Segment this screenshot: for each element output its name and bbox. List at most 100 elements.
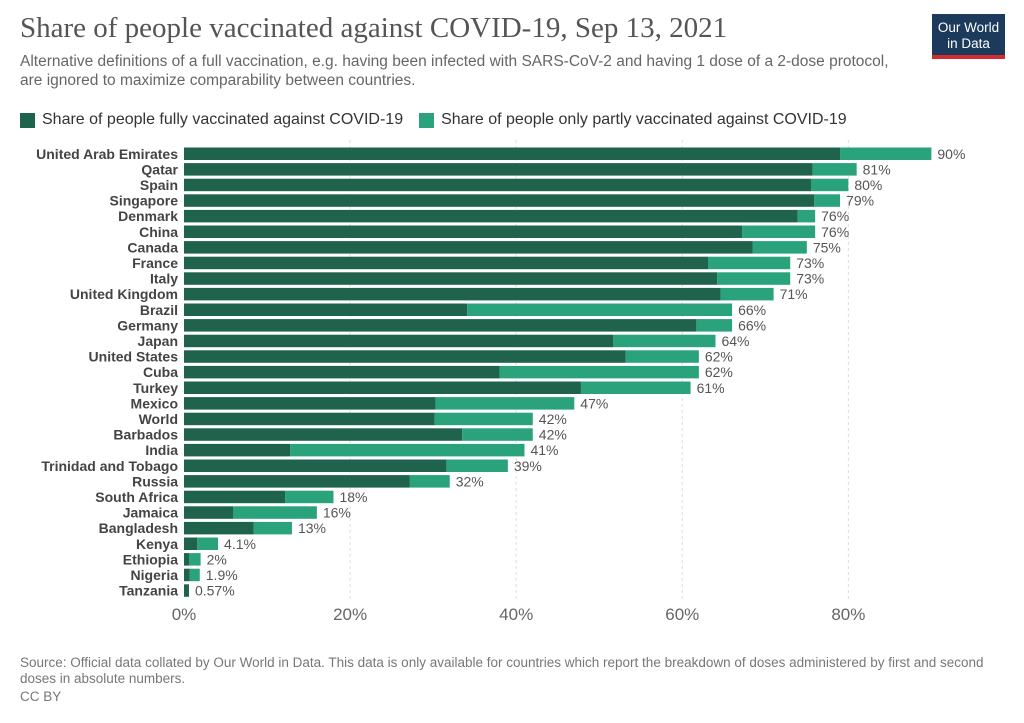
labels: United Arab Emirates 90% Qatar 81% Spain 80% S… bbox=[36, 146, 965, 599]
category-label: Bangladesh bbox=[99, 520, 178, 536]
category-label: Jamaica bbox=[123, 505, 178, 521]
category-label: United Kingdom bbox=[70, 286, 178, 302]
bar-fully bbox=[184, 397, 436, 410]
category-label: Trinidad and Tobago bbox=[41, 458, 178, 474]
value-label: 62% bbox=[705, 364, 733, 380]
bar-partly bbox=[812, 163, 857, 176]
bar-partly bbox=[434, 412, 533, 426]
bar-partly bbox=[840, 147, 932, 160]
bar-fully bbox=[184, 443, 291, 457]
bar-fully bbox=[184, 506, 233, 519]
category-label: Germany bbox=[117, 317, 178, 333]
bar-fully bbox=[184, 163, 813, 176]
legend-swatch-partly bbox=[419, 112, 435, 128]
bar-fully bbox=[184, 381, 581, 394]
category-label: Spain bbox=[140, 177, 178, 193]
value-label: 73% bbox=[796, 255, 824, 271]
category-label: Tanzania bbox=[119, 583, 178, 599]
bar-partly bbox=[810, 178, 849, 192]
value-label: 41% bbox=[530, 442, 558, 458]
bar-partly bbox=[197, 537, 219, 550]
category-label: Singapore bbox=[110, 193, 179, 209]
value-label: 32% bbox=[456, 473, 484, 489]
category-label: World bbox=[139, 411, 178, 427]
bar-partly bbox=[720, 287, 774, 301]
bar-partly bbox=[446, 459, 508, 472]
category-label: Italy bbox=[150, 271, 178, 287]
value-label: 47% bbox=[580, 395, 608, 411]
x-tick-label: 20% bbox=[333, 605, 367, 624]
value-label: 0.57% bbox=[195, 583, 235, 599]
x-tick-label: 60% bbox=[665, 605, 699, 624]
value-label: 2% bbox=[207, 551, 227, 567]
category-label: Russia bbox=[132, 473, 178, 489]
value-label: 71% bbox=[780, 286, 808, 302]
bars bbox=[184, 147, 932, 597]
bar-fully bbox=[184, 241, 753, 254]
chart-title: Share of people vaccinated against COVID… bbox=[20, 12, 728, 44]
bar-fully bbox=[184, 350, 626, 363]
bar-partly bbox=[467, 303, 733, 316]
bar-partly bbox=[625, 350, 699, 363]
chart-subtitle: Alternative definitions of a full vaccin… bbox=[20, 53, 889, 89]
bar-partly bbox=[253, 521, 292, 535]
value-label: 66% bbox=[738, 317, 766, 333]
bar-fully bbox=[184, 209, 798, 223]
value-label: 75% bbox=[813, 239, 841, 255]
category-label: Canada bbox=[127, 239, 178, 255]
bar-partly bbox=[462, 428, 533, 441]
bar-fully bbox=[184, 365, 500, 379]
value-label: 76% bbox=[821, 208, 849, 224]
value-label: 80% bbox=[854, 177, 882, 193]
x-tick-label: 0% bbox=[172, 605, 197, 624]
chart-legend: Share of people fully vaccinated against… bbox=[20, 109, 863, 131]
bar-partly bbox=[580, 381, 691, 394]
bar-partly bbox=[814, 194, 841, 207]
value-label: 79% bbox=[846, 193, 874, 209]
bar-fully bbox=[184, 475, 410, 488]
category-label: China bbox=[139, 224, 178, 240]
legend-item-fully[interactable]: Share of people fully vaccinated against… bbox=[20, 111, 403, 129]
category-label: Ethiopia bbox=[123, 551, 178, 567]
value-label: 16% bbox=[323, 505, 351, 521]
logo-line-1: Our World bbox=[937, 20, 1000, 35]
category-label: Kenya bbox=[136, 536, 178, 552]
bar-fully bbox=[184, 319, 697, 332]
value-label: 18% bbox=[339, 489, 367, 505]
legend-swatch-fully bbox=[20, 112, 35, 128]
owid-logo[interactable]: Our World in Data bbox=[932, 14, 1005, 59]
bar-fully bbox=[184, 412, 435, 426]
license-link[interactable]: CC BY bbox=[20, 689, 62, 704]
bar-fully bbox=[184, 303, 468, 316]
bar-partly bbox=[290, 443, 525, 457]
bar-partly bbox=[797, 209, 816, 223]
logo-line-2: in Data bbox=[947, 36, 990, 51]
value-label: 42% bbox=[539, 427, 567, 443]
category-label: Brazil bbox=[140, 302, 178, 318]
x-tick-label: 80% bbox=[831, 605, 865, 624]
legend-item-partly[interactable]: Share of people only partly vaccinated a… bbox=[419, 111, 847, 129]
bar-chart: 0% 20% 40% 60% 80% United Arab Emirates 90% Qa… bbox=[36, 140, 965, 624]
bar-fully bbox=[184, 584, 189, 597]
bar-fully bbox=[184, 428, 463, 441]
x-tick-label: 40% bbox=[499, 605, 533, 624]
bar-partly bbox=[613, 334, 716, 348]
category-label: Turkey bbox=[133, 380, 178, 396]
bar-partly bbox=[232, 506, 317, 519]
bar-fully bbox=[184, 537, 198, 550]
bar-fully bbox=[184, 178, 811, 192]
bar-partly bbox=[285, 490, 334, 504]
value-label: 73% bbox=[796, 271, 824, 287]
value-label: 64% bbox=[721, 333, 749, 349]
bar-partly bbox=[435, 397, 575, 410]
legend-label-partly: Share of people only partly vaccinated a… bbox=[441, 111, 847, 128]
bar-fully bbox=[184, 553, 189, 566]
category-label: India bbox=[145, 442, 178, 458]
bar-partly bbox=[188, 553, 201, 566]
value-label: 39% bbox=[514, 458, 542, 474]
source-note: Source: Official data collated by Our Wo… bbox=[20, 655, 984, 686]
bar-fully bbox=[184, 459, 447, 472]
category-label: Mexico bbox=[131, 395, 178, 411]
bar-fully bbox=[184, 147, 841, 160]
value-label: 61% bbox=[697, 380, 725, 396]
